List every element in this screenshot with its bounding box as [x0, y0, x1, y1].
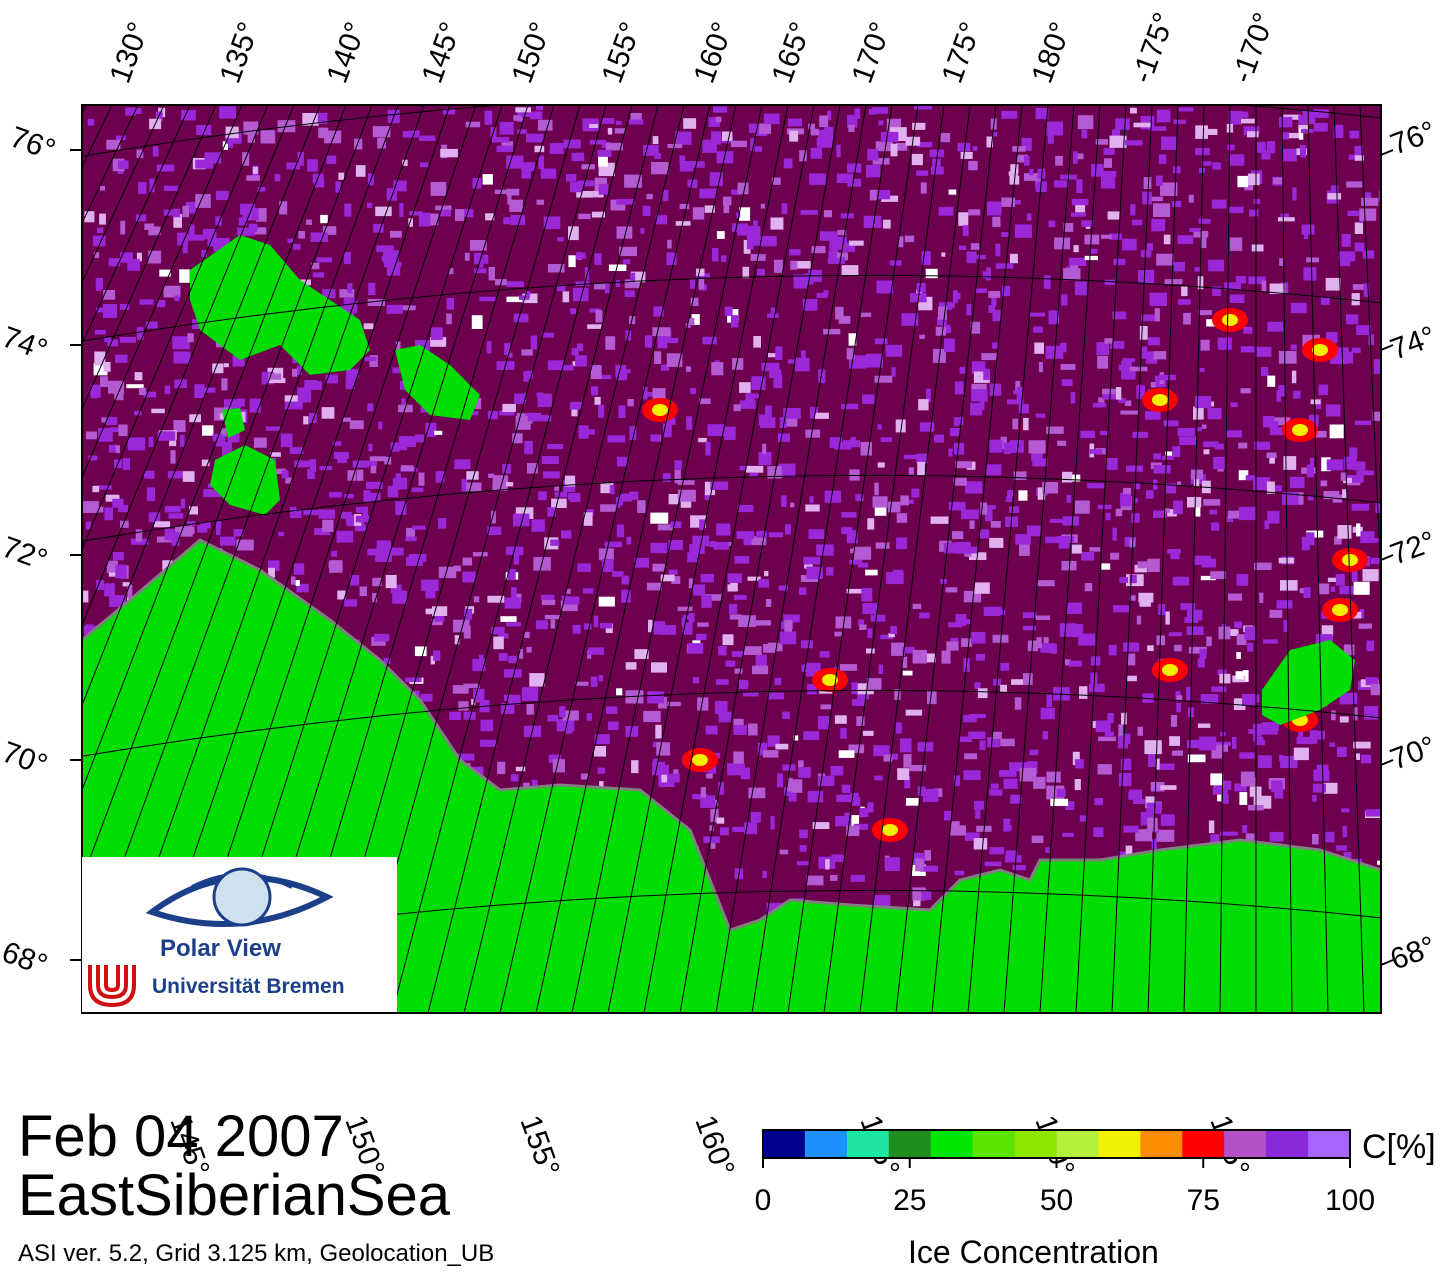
logo-line1: Polar View — [160, 935, 281, 962]
legend-colorbar — [762, 1129, 1351, 1168]
axis-label: 135° — [214, 18, 266, 88]
axis-label: 155° — [596, 18, 648, 88]
colorbar-swatch — [804, 1130, 848, 1158]
top-lon-labels: 130° 135° 140° 145° 150° 155° 160° 165° 170° 175°… — [104, 8, 1282, 87]
colorbar-swatch — [1098, 1130, 1141, 1158]
date-title: Feb 04 2007 — [18, 1104, 344, 1169]
colorbar-swatch — [1308, 1130, 1351, 1158]
uni-bremen-logo-icon — [88, 965, 136, 1008]
polar-view-logo — [82, 857, 397, 1012]
colorbar-swatch — [1224, 1130, 1267, 1158]
colorbar-swatch — [763, 1130, 806, 1158]
colorbar-swatch — [1014, 1130, 1057, 1158]
legend-unit: C[%] — [1362, 1128, 1436, 1166]
colorbar-tick-label: 50 — [1039, 1184, 1074, 1217]
right-lat-labels: 76° 74° 72° 70° 68° — [1386, 115, 1440, 977]
colorbar-swatch — [1140, 1130, 1183, 1158]
axis-label: 180° — [1026, 18, 1078, 88]
axis-label: 170° — [846, 18, 898, 88]
axis-label: 70° — [0, 736, 52, 783]
colorbar-swatch — [930, 1130, 974, 1158]
axis-label: 145° — [416, 18, 468, 88]
axis-label: 72° — [0, 531, 52, 578]
colorbar-tick-label: 25 — [893, 1184, 927, 1217]
axis-label: 68° — [1386, 930, 1440, 977]
product-info: ASI ver. 5.2, Grid 3.125 km, Geolocation… — [18, 1240, 495, 1267]
colorbar-swatch — [888, 1130, 932, 1158]
land-island-small — [222, 408, 245, 438]
axis-label: 160° — [688, 18, 740, 88]
axis-label: -175° — [1126, 8, 1182, 87]
logo-line2: Universität Bremen — [152, 975, 345, 998]
axis-label: 140° — [321, 18, 373, 88]
land-island-wrangel — [1262, 640, 1355, 725]
tick-marks — [70, 149, 1394, 966]
legend-title: Ice Concentration — [908, 1234, 1159, 1270]
axis-label: 155° — [513, 1111, 565, 1181]
colorbar-tick-label: 0 — [754, 1184, 772, 1217]
land-island-kotelny — [190, 235, 370, 375]
land-island-bolshoy — [210, 445, 280, 515]
land-mainland — [82, 540, 1381, 1013]
colorbar-swatch — [1266, 1130, 1309, 1158]
colorbar-swatch — [846, 1130, 890, 1158]
region-title: EastSiberianSea — [18, 1163, 451, 1228]
land-island-new-siberia — [395, 345, 480, 420]
land-chaun-peninsula — [950, 878, 1010, 912]
axis-label: 74° — [0, 321, 52, 368]
axis-label: 175° — [936, 18, 988, 88]
colorbar-swatch — [1182, 1130, 1225, 1158]
axis-label: 68° — [0, 936, 52, 983]
axis-label: -170° — [1226, 8, 1282, 87]
axis-label: 160° — [688, 1111, 740, 1181]
axis-label: 72° — [1386, 525, 1440, 572]
axis-label: 165° — [766, 18, 818, 88]
colorbar-swatch — [1056, 1130, 1099, 1158]
axis-label: 130° — [104, 18, 156, 88]
colorbar-tick-label: 100 — [1324, 1184, 1376, 1217]
colorbar-tick-label: 75 — [1186, 1184, 1220, 1217]
axis-label: 70° — [1386, 730, 1440, 777]
left-lat-labels: 76° 74° 72° 70° 68° — [0, 121, 60, 983]
colorbar-swatch — [972, 1130, 1015, 1158]
axis-label: 150° — [506, 18, 558, 88]
eye-logo-icon — [88, 867, 334, 1008]
axis-label: 76° — [1386, 115, 1440, 162]
axis-label: 76° — [6, 121, 60, 168]
axis-label: 74° — [1386, 320, 1440, 367]
